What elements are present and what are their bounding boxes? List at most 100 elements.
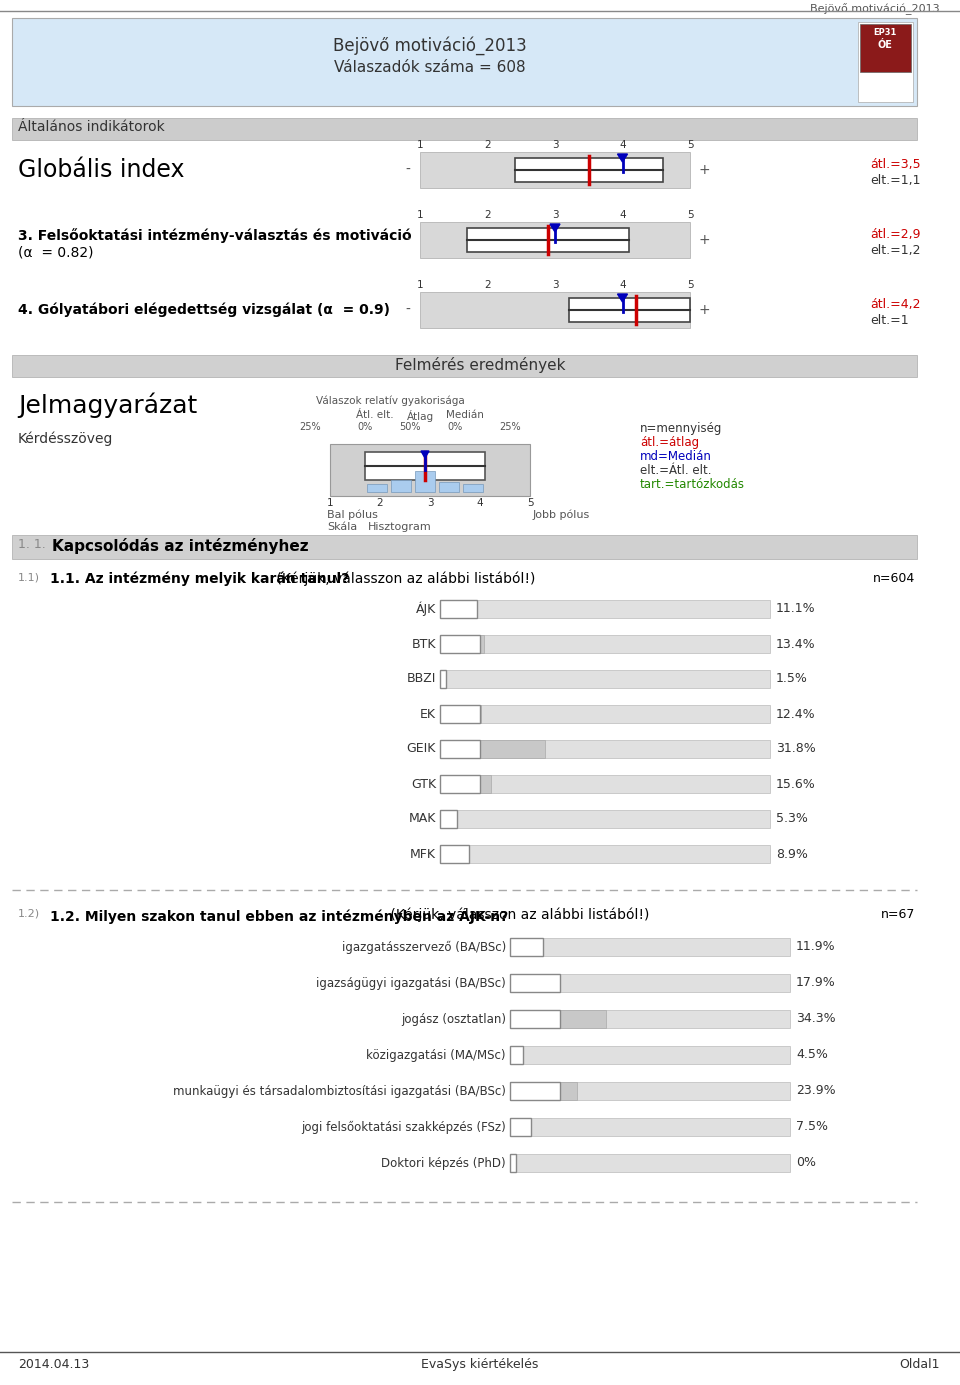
- Bar: [12, 355, 917, 377]
- Text: MFK: MFK: [410, 848, 436, 860]
- Text: elt.=1: elt.=1: [870, 314, 908, 327]
- Bar: [12, 535, 917, 560]
- Bar: [440, 845, 469, 863]
- Bar: [440, 845, 770, 863]
- Text: 11.1%: 11.1%: [776, 602, 816, 615]
- Bar: [510, 1010, 560, 1028]
- Text: +: +: [698, 163, 709, 177]
- Text: 5.3%: 5.3%: [776, 813, 808, 825]
- Polygon shape: [617, 154, 628, 162]
- Text: Jobb pólus: Jobb pólus: [533, 510, 590, 521]
- Text: Oldal1: Oldal1: [900, 1359, 940, 1371]
- Text: 1: 1: [417, 140, 423, 150]
- Bar: [510, 1118, 790, 1136]
- Text: elt.=1,2: elt.=1,2: [870, 244, 921, 258]
- Text: Skála: Skála: [327, 522, 357, 532]
- Text: 8.9%: 8.9%: [776, 848, 808, 860]
- Text: Doktori képzés (PhD): Doktori képzés (PhD): [381, 1156, 506, 1169]
- Text: elt.=1,1: elt.=1,1: [870, 175, 921, 187]
- Text: közigazgatási (MA/MSc): közigazgatási (MA/MSc): [367, 1048, 506, 1061]
- Text: 5: 5: [686, 211, 693, 220]
- Text: EvaSys kiértékelés: EvaSys kiértékelés: [421, 1359, 539, 1371]
- Text: 2014.04.13: 2014.04.13: [18, 1359, 89, 1371]
- Bar: [440, 810, 458, 828]
- Bar: [510, 938, 543, 956]
- Text: EK: EK: [420, 708, 436, 720]
- Text: MAK: MAK: [409, 813, 436, 825]
- Bar: [510, 938, 790, 956]
- Text: md=Medián: md=Medián: [640, 450, 712, 463]
- Text: tart.=tartózkodás: tart.=tartózkodás: [640, 478, 745, 492]
- Text: 3: 3: [552, 280, 559, 289]
- Polygon shape: [421, 452, 429, 458]
- Text: 25%: 25%: [499, 422, 521, 432]
- Text: -: -: [405, 303, 410, 317]
- Text: átl.=4,2: átl.=4,2: [870, 298, 921, 312]
- Text: 3: 3: [426, 499, 433, 508]
- Bar: [415, 471, 435, 492]
- Text: 4: 4: [477, 499, 483, 508]
- Text: Válaszok relatív gyakorisága: Válaszok relatív gyakorisága: [316, 396, 465, 407]
- Text: 1. 1.: 1. 1.: [18, 537, 46, 551]
- Text: 1: 1: [326, 499, 333, 508]
- Text: (Kérjük, válasszon az alábbi listából!): (Kérjük, válasszon az alábbi listából!): [272, 572, 536, 586]
- Bar: [510, 1010, 790, 1028]
- Bar: [440, 670, 770, 688]
- Text: Átlag: Átlag: [406, 410, 434, 422]
- Text: Jelmagyarázat: Jelmagyarázat: [18, 392, 197, 417]
- Bar: [510, 1154, 516, 1172]
- Bar: [510, 974, 790, 992]
- Bar: [12, 18, 917, 107]
- Text: BTK: BTK: [412, 637, 436, 651]
- Text: 0%: 0%: [796, 1156, 816, 1169]
- Bar: [510, 974, 560, 992]
- Bar: [391, 479, 411, 492]
- Text: 3. Felsőoktatási intézmény-választás és motiváció: 3. Felsőoktatási intézmény-választás és …: [18, 229, 412, 242]
- Bar: [440, 740, 770, 758]
- Bar: [440, 634, 480, 652]
- Text: 12.4%: 12.4%: [776, 708, 816, 720]
- Bar: [440, 600, 476, 618]
- Text: -: -: [405, 233, 410, 247]
- Bar: [440, 776, 770, 794]
- Text: Globális index: Globális index: [18, 158, 184, 181]
- Bar: [860, 24, 911, 72]
- Bar: [440, 634, 770, 652]
- Text: 3: 3: [552, 211, 559, 220]
- Bar: [860, 73, 911, 98]
- Text: 5: 5: [686, 140, 693, 150]
- Bar: [330, 445, 530, 496]
- Bar: [468, 229, 629, 252]
- Text: GEIK: GEIK: [407, 742, 436, 755]
- Text: munkaügyi és társadalombiztosítási igazgatási (BA/BSc): munkaügyi és társadalombiztosítási igazg…: [173, 1084, 506, 1097]
- Bar: [440, 600, 770, 618]
- Text: 4: 4: [619, 280, 626, 289]
- Text: 0%: 0%: [357, 422, 372, 432]
- Polygon shape: [617, 294, 628, 302]
- Text: BBZI: BBZI: [407, 673, 436, 686]
- Bar: [12, 118, 917, 140]
- Text: +: +: [698, 233, 709, 247]
- Text: 2: 2: [484, 280, 491, 289]
- Text: 23.9%: 23.9%: [796, 1084, 835, 1097]
- Text: 4. Gólyatábori elégedettség vizsgálat (α  = 0.9): 4. Gólyatábori elégedettség vizsgálat (α…: [18, 303, 390, 317]
- Text: igazgatásszervező (BA/BSc): igazgatásszervező (BA/BSc): [342, 940, 506, 954]
- Text: 25%: 25%: [300, 422, 321, 432]
- Bar: [440, 776, 492, 794]
- Bar: [439, 482, 459, 492]
- Text: átl.=átlag: átl.=átlag: [640, 436, 699, 449]
- Text: átl.=3,5: átl.=3,5: [870, 158, 921, 170]
- Bar: [420, 222, 690, 258]
- Bar: [440, 705, 770, 723]
- Text: 1.1. Az intézmény melyik karán tanul?: 1.1. Az intézmény melyik karán tanul?: [50, 572, 349, 586]
- Text: Válaszadók száma = 608: Válaszadók száma = 608: [334, 60, 526, 75]
- Text: 4.5%: 4.5%: [796, 1048, 828, 1061]
- Bar: [510, 1154, 790, 1172]
- Bar: [510, 1046, 522, 1064]
- Bar: [420, 152, 690, 188]
- Bar: [510, 1010, 606, 1028]
- Bar: [440, 740, 480, 758]
- Bar: [367, 485, 387, 492]
- Bar: [440, 670, 446, 688]
- Bar: [510, 938, 543, 956]
